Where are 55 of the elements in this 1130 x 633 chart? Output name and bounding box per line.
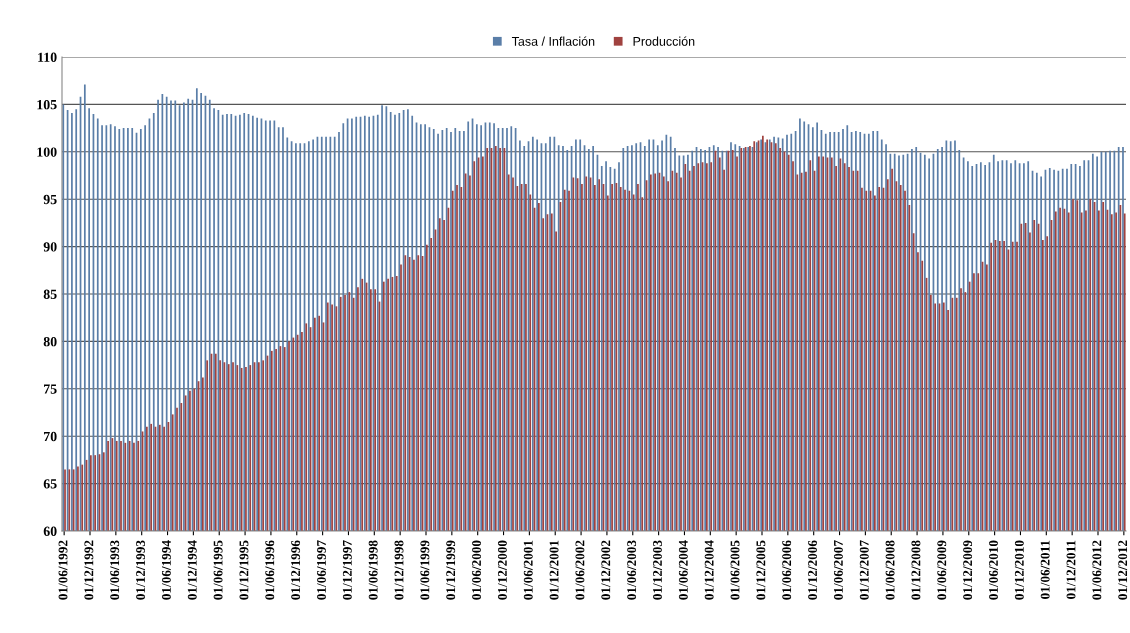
x-tick-label: 01/12/2009 bbox=[963, 540, 973, 600]
x-tick-label: 01/06/2005 bbox=[730, 540, 740, 600]
x-tick-label: 01/12/1994 bbox=[187, 540, 197, 600]
x-tick-label: 01/06/2004 bbox=[678, 540, 688, 600]
y-tick-label: 60 bbox=[43, 526, 57, 536]
x-tick-label: 01/12/2005 bbox=[756, 540, 766, 600]
y-tick-label: 85 bbox=[43, 289, 57, 299]
x-tick-label: 01/06/2010 bbox=[989, 540, 998, 600]
y-tick-label: 95 bbox=[43, 194, 57, 205]
x-tick-label: 01/12/2004 bbox=[704, 540, 714, 600]
x-tick-label: 01/12/1996 bbox=[291, 540, 301, 600]
x-tick-label: 01/12/1997 bbox=[342, 540, 352, 600]
y-tick-label: 65 bbox=[43, 479, 57, 489]
x-tick-label: 01/12/1998 bbox=[394, 540, 404, 600]
x-tick-label: 01/12/2007 bbox=[859, 540, 869, 600]
x-tick-label: 01/06/2001 bbox=[523, 540, 533, 600]
x-tick-label: 01/06/2003 bbox=[627, 540, 637, 600]
legend-label: Tasa / Inflación bbox=[511, 36, 595, 46]
y-tick-label: 90 bbox=[43, 242, 57, 252]
y-tick-label: 70 bbox=[44, 431, 57, 442]
x-tick-label: 01/12/2000 bbox=[497, 540, 507, 600]
x-tick-label: 01/12/2006 bbox=[808, 540, 817, 600]
x-tick-label: 01/06/1998 bbox=[368, 540, 378, 600]
x-tick-label: 01/06/1994 bbox=[161, 540, 171, 600]
x-tick-label: 01/06/1995 bbox=[213, 540, 223, 600]
x-tick-label: 01/06/2011 bbox=[1040, 540, 1050, 599]
x-tick-label: 01/06/1993 bbox=[110, 540, 120, 600]
x-tick-label: 01/12/1995 bbox=[239, 540, 249, 600]
x-tick-label: 01/12/2008 bbox=[911, 540, 921, 600]
x-tick-label: 01/06/2012 bbox=[1092, 540, 1102, 600]
x-tick-label: 01/06/2008 bbox=[885, 540, 895, 600]
x-tick-label: 01/12/2002 bbox=[601, 540, 611, 600]
x-tick-label: 01/06/2009 bbox=[937, 540, 947, 600]
x-tick-label: 01/12/2003 bbox=[653, 540, 662, 600]
x-tick-label: 01/12/2001 bbox=[549, 540, 559, 600]
x-tick-label: 01/12/2010 bbox=[1014, 540, 1024, 600]
x-tick-label: 01/06/1992 bbox=[58, 540, 68, 600]
y-tick-label: 110 bbox=[38, 52, 57, 62]
y-tick-label: 105 bbox=[37, 99, 57, 110]
x-tick-label: 01/06/1999 bbox=[420, 540, 430, 600]
x-tick-label: 01/06/2000 bbox=[472, 540, 481, 600]
x-tick-label: 01/06/2006 bbox=[782, 540, 792, 600]
x-tick-label: 01/06/2002 bbox=[575, 540, 585, 600]
y-tick-label: 100 bbox=[37, 147, 57, 157]
y-tick-label: 75 bbox=[44, 384, 57, 394]
x-tick-label: 01/12/2011 bbox=[1066, 540, 1076, 599]
x-tick-label: 01/06/1996 bbox=[265, 540, 275, 600]
y-tick-label: 80 bbox=[43, 336, 57, 347]
x-tick-label: 01/12/1993 bbox=[136, 540, 145, 600]
x-tick-label: 01/06/1997 bbox=[317, 540, 326, 600]
x-tick-label: 01/12/1992 bbox=[84, 540, 94, 600]
x-tick-label: 01/12/1999 bbox=[446, 540, 456, 600]
x-tick-label: 01/06/2007 bbox=[833, 540, 843, 600]
x-tick-label: 01/12/2012 bbox=[1118, 540, 1128, 600]
legend-label: Producción bbox=[633, 36, 695, 46]
